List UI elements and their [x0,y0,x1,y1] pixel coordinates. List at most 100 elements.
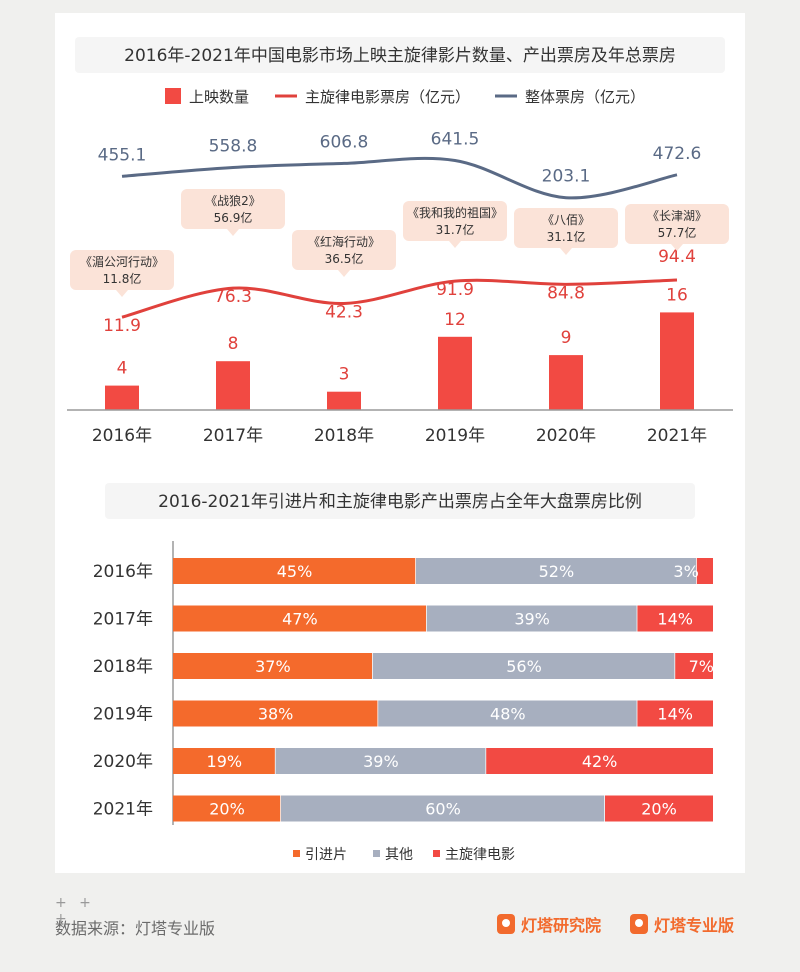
film-callout-name: 《红海行动》 [308,234,380,249]
segment-value-label: 20% [209,800,245,819]
main-melody-value-label: 11.9 [103,316,141,336]
stacked-segment [173,653,373,679]
legend-label-bar: 上映数量 [189,88,249,106]
stacked-segment [281,795,605,822]
film-callout-value: 57.7亿 [658,225,697,240]
y-tick-label: 2019年 [93,705,153,725]
segment-value-label: 48% [490,705,526,724]
x-tick-label: 2016年 [92,426,152,446]
stacked-segment [275,748,487,774]
segment-value-label: 56% [506,657,542,676]
stacked-segment [173,605,427,632]
bar-count-label: 9 [561,328,572,348]
brand-name-2: 灯塔专业版 [654,916,735,935]
data-source: 数据来源：灯塔专业版 [55,919,216,938]
film-callout-box [70,250,174,290]
film-callout-pointer [338,270,350,277]
bar-count [549,355,583,410]
stacked-segment [486,748,713,774]
bar-count [105,385,139,410]
film-callout-value: 11.8亿 [103,271,142,286]
stacked-segment [173,795,281,822]
segment-value-label: 19% [207,752,243,771]
y-tick-label: 2017年 [93,610,153,630]
segment-value-label: 42% [582,752,618,771]
main-melody-value-label: 84.8 [547,283,585,303]
combo-chart: 2016年-2021年中国电影市场上映主旋律影片数量、产出票房及年总票房上映数量… [67,37,733,446]
film-callout-pointer [449,241,461,248]
bar-count-label: 8 [228,334,239,354]
segment-value-label: 38% [258,705,294,724]
x-tick-label: 2017年 [203,426,263,446]
stacked-segment [426,605,638,632]
chart-title-box [75,37,725,73]
bar-count [660,312,694,410]
stacked-segment [605,795,713,822]
series-line-main-melody [121,278,678,319]
stacked-segment [675,653,713,679]
film-callout-name: 《八佰》 [542,213,590,227]
main-melody-value-label: 91.9 [436,280,474,300]
main-melody-value-label: 76.3 [214,287,252,307]
brand-lighthouse-pro: 灯塔专业版 [630,912,734,936]
film-callout-name: 《长津湖》 [647,208,707,223]
stacked-segment [372,653,676,679]
film-callout: 《湄公河行动》 11.8亿 [70,250,174,297]
segment-value-label: 3% [673,562,698,581]
segment-value-label: 20% [641,800,677,819]
y-tick-label: 2016年 [93,562,153,582]
decor-plus: + + + [55,895,95,927]
segment-value-label: 37% [255,657,291,676]
film-callout-name: 《湄公河行动》 [80,255,164,269]
bar-count-label: 16 [666,285,688,305]
y-tick-label: 2018年 [93,657,153,677]
segment-value-label: 14% [657,705,693,724]
film-callout-pointer [116,290,128,297]
segment-value-label: 39% [363,752,399,771]
series-line-overall [121,156,678,200]
film-callout-name: 《我和我的祖国》 [407,205,503,220]
legend-label: 其他 [385,847,413,863]
film-callout-box [292,230,396,270]
overall-value-label: 641.5 [431,129,480,149]
legend-label: 引进片 [305,847,347,863]
lighthouse-logo-icon [497,914,515,934]
bar-count [327,391,361,410]
stacked-segment [173,748,276,774]
stacked-segment [416,558,697,584]
lighthouse-logo-icon [630,914,648,934]
bar-count-label: 4 [117,359,128,379]
stacked-segment [637,700,713,727]
film-callout: 《八佰》 31.1亿 [514,208,618,255]
x-tick-label: 2019年 [425,426,485,446]
bar-count [438,336,472,410]
legend-swatch [433,850,440,857]
x-tick-label: 2021年 [647,426,707,446]
legend-swatch [373,850,380,857]
overall-value-label: 203.1 [542,167,591,187]
stacked-bar-chart: 2016-2021年引进片和主旋律电影产出票房占全年大盘票房比例 2016年 45%… [93,483,714,863]
film-callout-pointer [560,248,572,255]
chart-title-box [105,483,695,519]
film-callout-box [514,208,618,248]
film-callout-value: 31.7亿 [436,222,475,237]
brand-name-1: 灯塔研究院 [521,916,602,935]
film-callout-name: 《战狼2》 [205,193,261,208]
segment-value-label: 52% [539,562,575,581]
film-callout-pointer [671,244,683,251]
segment-value-label: 45% [277,562,313,581]
stacked-segment [173,700,379,727]
stacked-segment [696,558,713,584]
stacked-segment [378,700,638,727]
legend-label-line-red: 主旋律电影票房（亿元） [305,88,470,106]
stacked-segment [637,605,713,632]
film-callout: 《红海行动》 36.5亿 [292,230,396,277]
bar-count-label: 3 [339,365,350,385]
segment-value-label: 14% [657,610,693,629]
x-tick-label: 2018年 [314,426,374,446]
overall-value-label: 472.6 [653,144,702,164]
film-callout-value: 31.1亿 [547,229,586,244]
film-callout-value: 36.5亿 [325,251,364,266]
film-callout: 《长津湖》 57.7亿 [625,204,729,251]
stacked-segment [173,558,416,584]
